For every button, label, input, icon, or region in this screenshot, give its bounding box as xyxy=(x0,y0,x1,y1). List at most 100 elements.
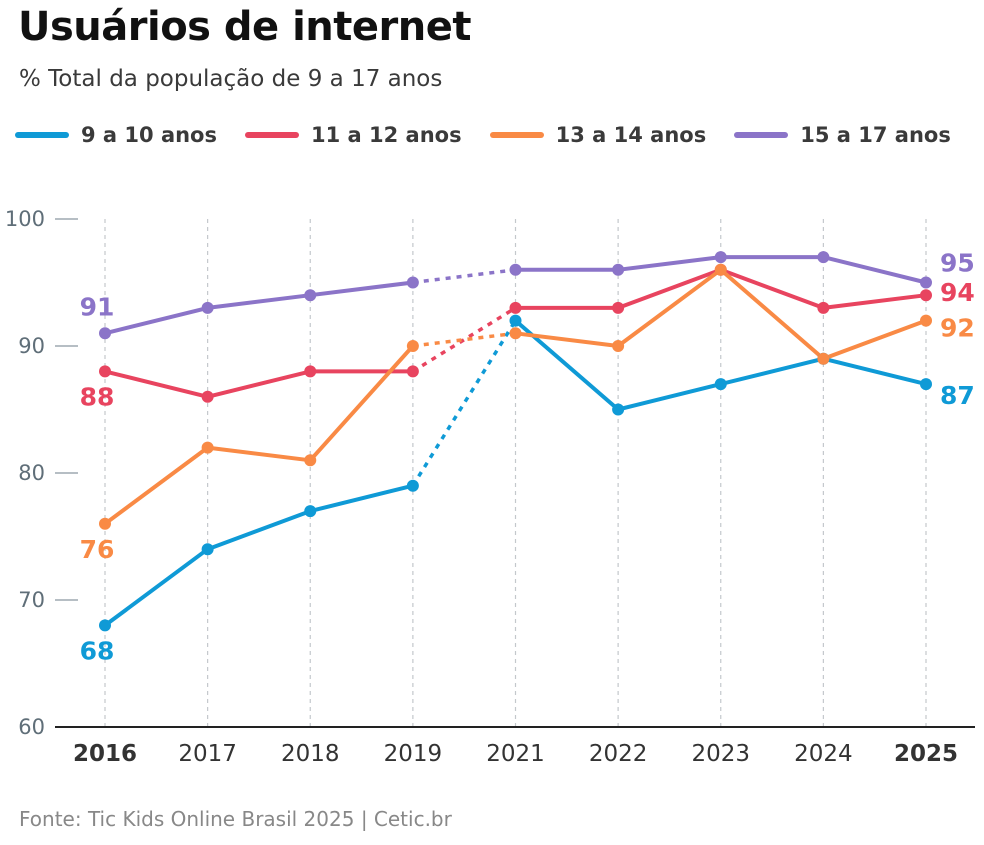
point-13-a-14-anos-2016 xyxy=(99,517,111,530)
x-tick-label-2017: 2017 xyxy=(178,741,237,767)
point-11-a-12-anos-2024 xyxy=(817,301,830,314)
point-11-a-12-anos-2019 xyxy=(406,365,419,378)
point-11-a-12-anos-2016 xyxy=(99,365,111,378)
point-13-a-14-anos-2025 xyxy=(920,314,932,327)
y-tick-label-80: 80 xyxy=(18,461,45,485)
point-9-a-10-anos-2022 xyxy=(612,403,625,416)
point-15-a-17-anos-2018 xyxy=(304,289,317,302)
end-label-15-a-17-anos: 95 xyxy=(940,249,975,278)
point-15-a-17-anos-2021 xyxy=(509,263,522,276)
point-13-a-14-anos-2018 xyxy=(304,454,317,467)
legend-swatch-15-17 xyxy=(734,132,789,138)
legend-item-15-17: 15 a 17 anos xyxy=(734,123,951,147)
start-label-11-a-12-anos: 88 xyxy=(80,382,115,411)
series-points xyxy=(99,251,932,632)
segment-15-a-17-anos-2017-2018 xyxy=(205,293,313,310)
segment-13-a-14-anos-2022-2023 xyxy=(616,267,723,348)
end-label-13-a-14-anos: 92 xyxy=(940,314,975,343)
point-15-a-17-anos-2025 xyxy=(920,276,932,289)
segment-9-a-10-anos-2023-2024 xyxy=(718,356,826,387)
series-lines xyxy=(103,255,928,628)
point-13-a-14-anos-2017 xyxy=(201,441,214,454)
legend-swatch-11-12 xyxy=(245,132,299,138)
end-label-9-a-10-anos: 87 xyxy=(940,381,975,410)
legend-item-11-12: 11 a 12 anos xyxy=(245,123,462,147)
segment-13-a-14-anos-2023-2024 xyxy=(718,267,826,361)
point-11-a-12-anos-2022 xyxy=(612,301,625,314)
segment-11-a-12-anos-2022-2023 xyxy=(616,267,723,310)
legend: 9 a 10 anos 11 a 12 anos 13 a 14 anos 15… xyxy=(15,123,979,147)
series-15-a-17-anos xyxy=(103,255,928,336)
segment-9-a-10-anos-2022-2023 xyxy=(616,382,723,412)
legend-label-13-14: 13 a 14 anos xyxy=(555,123,707,147)
x-tick-label-2024: 2024 xyxy=(794,741,853,767)
segment-13-a-14-anos-2017-2018 xyxy=(205,445,313,463)
segment-13-a-14-anos-2018-2019 xyxy=(308,344,415,463)
x-tick-label-2022: 2022 xyxy=(589,741,648,767)
point-11-a-12-anos-2021 xyxy=(509,301,522,314)
x-tick-label-2018: 2018 xyxy=(281,741,340,767)
point-15-a-17-anos-2017 xyxy=(201,301,214,314)
series-11-a-12-anos xyxy=(103,267,928,399)
point-13-a-14-anos-2023 xyxy=(714,263,727,276)
end-label-11-a-12-anos: 94 xyxy=(940,278,975,307)
dashed-segment-11-a-12-anos-2019-2021 xyxy=(411,306,517,373)
point-9-a-10-anos-2018 xyxy=(304,505,317,518)
point-15-a-17-anos-2022 xyxy=(612,263,625,276)
chart-subtitle: % Total da população de 9 a 17 anos xyxy=(19,66,443,92)
segment-9-a-10-anos-2016-2017 xyxy=(103,547,210,628)
legend-label-15-17: 15 a 17 anos xyxy=(800,123,951,147)
point-13-a-14-anos-2022 xyxy=(612,340,625,352)
chart-title: Usuários de internet xyxy=(18,4,472,50)
x-tick-label-2025: 2025 xyxy=(894,741,958,767)
segment-9-a-10-anos-2018-2019 xyxy=(308,483,415,514)
point-9-a-10-anos-2023 xyxy=(714,378,727,391)
segment-11-a-12-anos-2024-2025 xyxy=(821,293,928,310)
segment-11-a-12-anos-2017-2018 xyxy=(205,369,313,399)
legend-label-9-10: 9 a 10 anos xyxy=(81,123,217,147)
segment-15-a-17-anos-2022-2023 xyxy=(616,255,723,272)
legend-item-9-10: 9 a 10 anos xyxy=(15,123,217,147)
x-tick-label-2021: 2021 xyxy=(486,741,545,767)
legend-label-11-12: 11 a 12 anos xyxy=(311,123,462,147)
series-13-a-14-anos xyxy=(103,267,928,526)
start-label-15-a-17-anos: 91 xyxy=(80,292,115,321)
start-label-9-a-10-anos: 68 xyxy=(80,636,115,665)
start-label-13-a-14-anos: 76 xyxy=(80,535,115,564)
y-axis: 60 70 80 90 100 xyxy=(5,207,78,739)
point-9-a-10-anos-2019 xyxy=(406,479,419,492)
point-9-a-10-anos-2025 xyxy=(920,378,932,391)
point-9-a-10-anos-2021 xyxy=(509,314,522,327)
segment-13-a-14-anos-2021-2022 xyxy=(513,331,621,348)
point-11-a-12-anos-2025 xyxy=(920,289,932,302)
point-13-a-14-anos-2019 xyxy=(406,340,419,352)
point-15-a-17-anos-2023 xyxy=(714,251,727,264)
segment-11-a-12-anos-2016-2017 xyxy=(103,369,210,399)
segment-13-a-14-anos-2016-2017 xyxy=(103,445,210,526)
point-15-a-17-anos-2016 xyxy=(99,327,111,340)
point-9-a-10-anos-2016 xyxy=(99,619,111,632)
segment-15-a-17-anos-2024-2025 xyxy=(821,255,928,285)
segment-11-a-12-anos-2023-2024 xyxy=(718,267,826,310)
x-axis: 2016 2017 2018 2019 2021 2022 2023 2024 2025 xyxy=(55,726,975,767)
y-tick-label-100: 100 xyxy=(5,207,45,231)
source-note: Fonte: Tic Kids Online Brasil 2025 | Cet… xyxy=(19,807,452,831)
segment-13-a-14-anos-2024-2025 xyxy=(821,318,928,361)
dashed-segment-15-a-17-anos-2019-2021 xyxy=(412,268,516,285)
x-tick-label-2016: 2016 xyxy=(73,741,137,767)
y-tick-label-70: 70 xyxy=(18,588,45,612)
point-13-a-14-anos-2024 xyxy=(817,352,830,365)
point-9-a-10-anos-2017 xyxy=(201,543,214,556)
legend-swatch-9-10 xyxy=(15,132,69,138)
grid xyxy=(104,219,927,727)
data-labels: 68 87 88 94 76 92 91 95 xyxy=(80,249,975,666)
point-15-a-17-anos-2024 xyxy=(817,251,830,264)
segment-15-a-17-anos-2016-2017 xyxy=(103,305,210,336)
x-tick-label-2023: 2023 xyxy=(691,741,750,767)
point-15-a-17-anos-2019 xyxy=(406,276,419,289)
y-tick-label-60: 60 xyxy=(18,715,45,739)
segment-15-a-17-anos-2018-2019 xyxy=(308,280,415,298)
point-11-a-12-anos-2017 xyxy=(201,390,214,403)
point-13-a-14-anos-2021 xyxy=(509,327,522,340)
legend-item-13-14: 13 a 14 anos xyxy=(489,123,707,147)
